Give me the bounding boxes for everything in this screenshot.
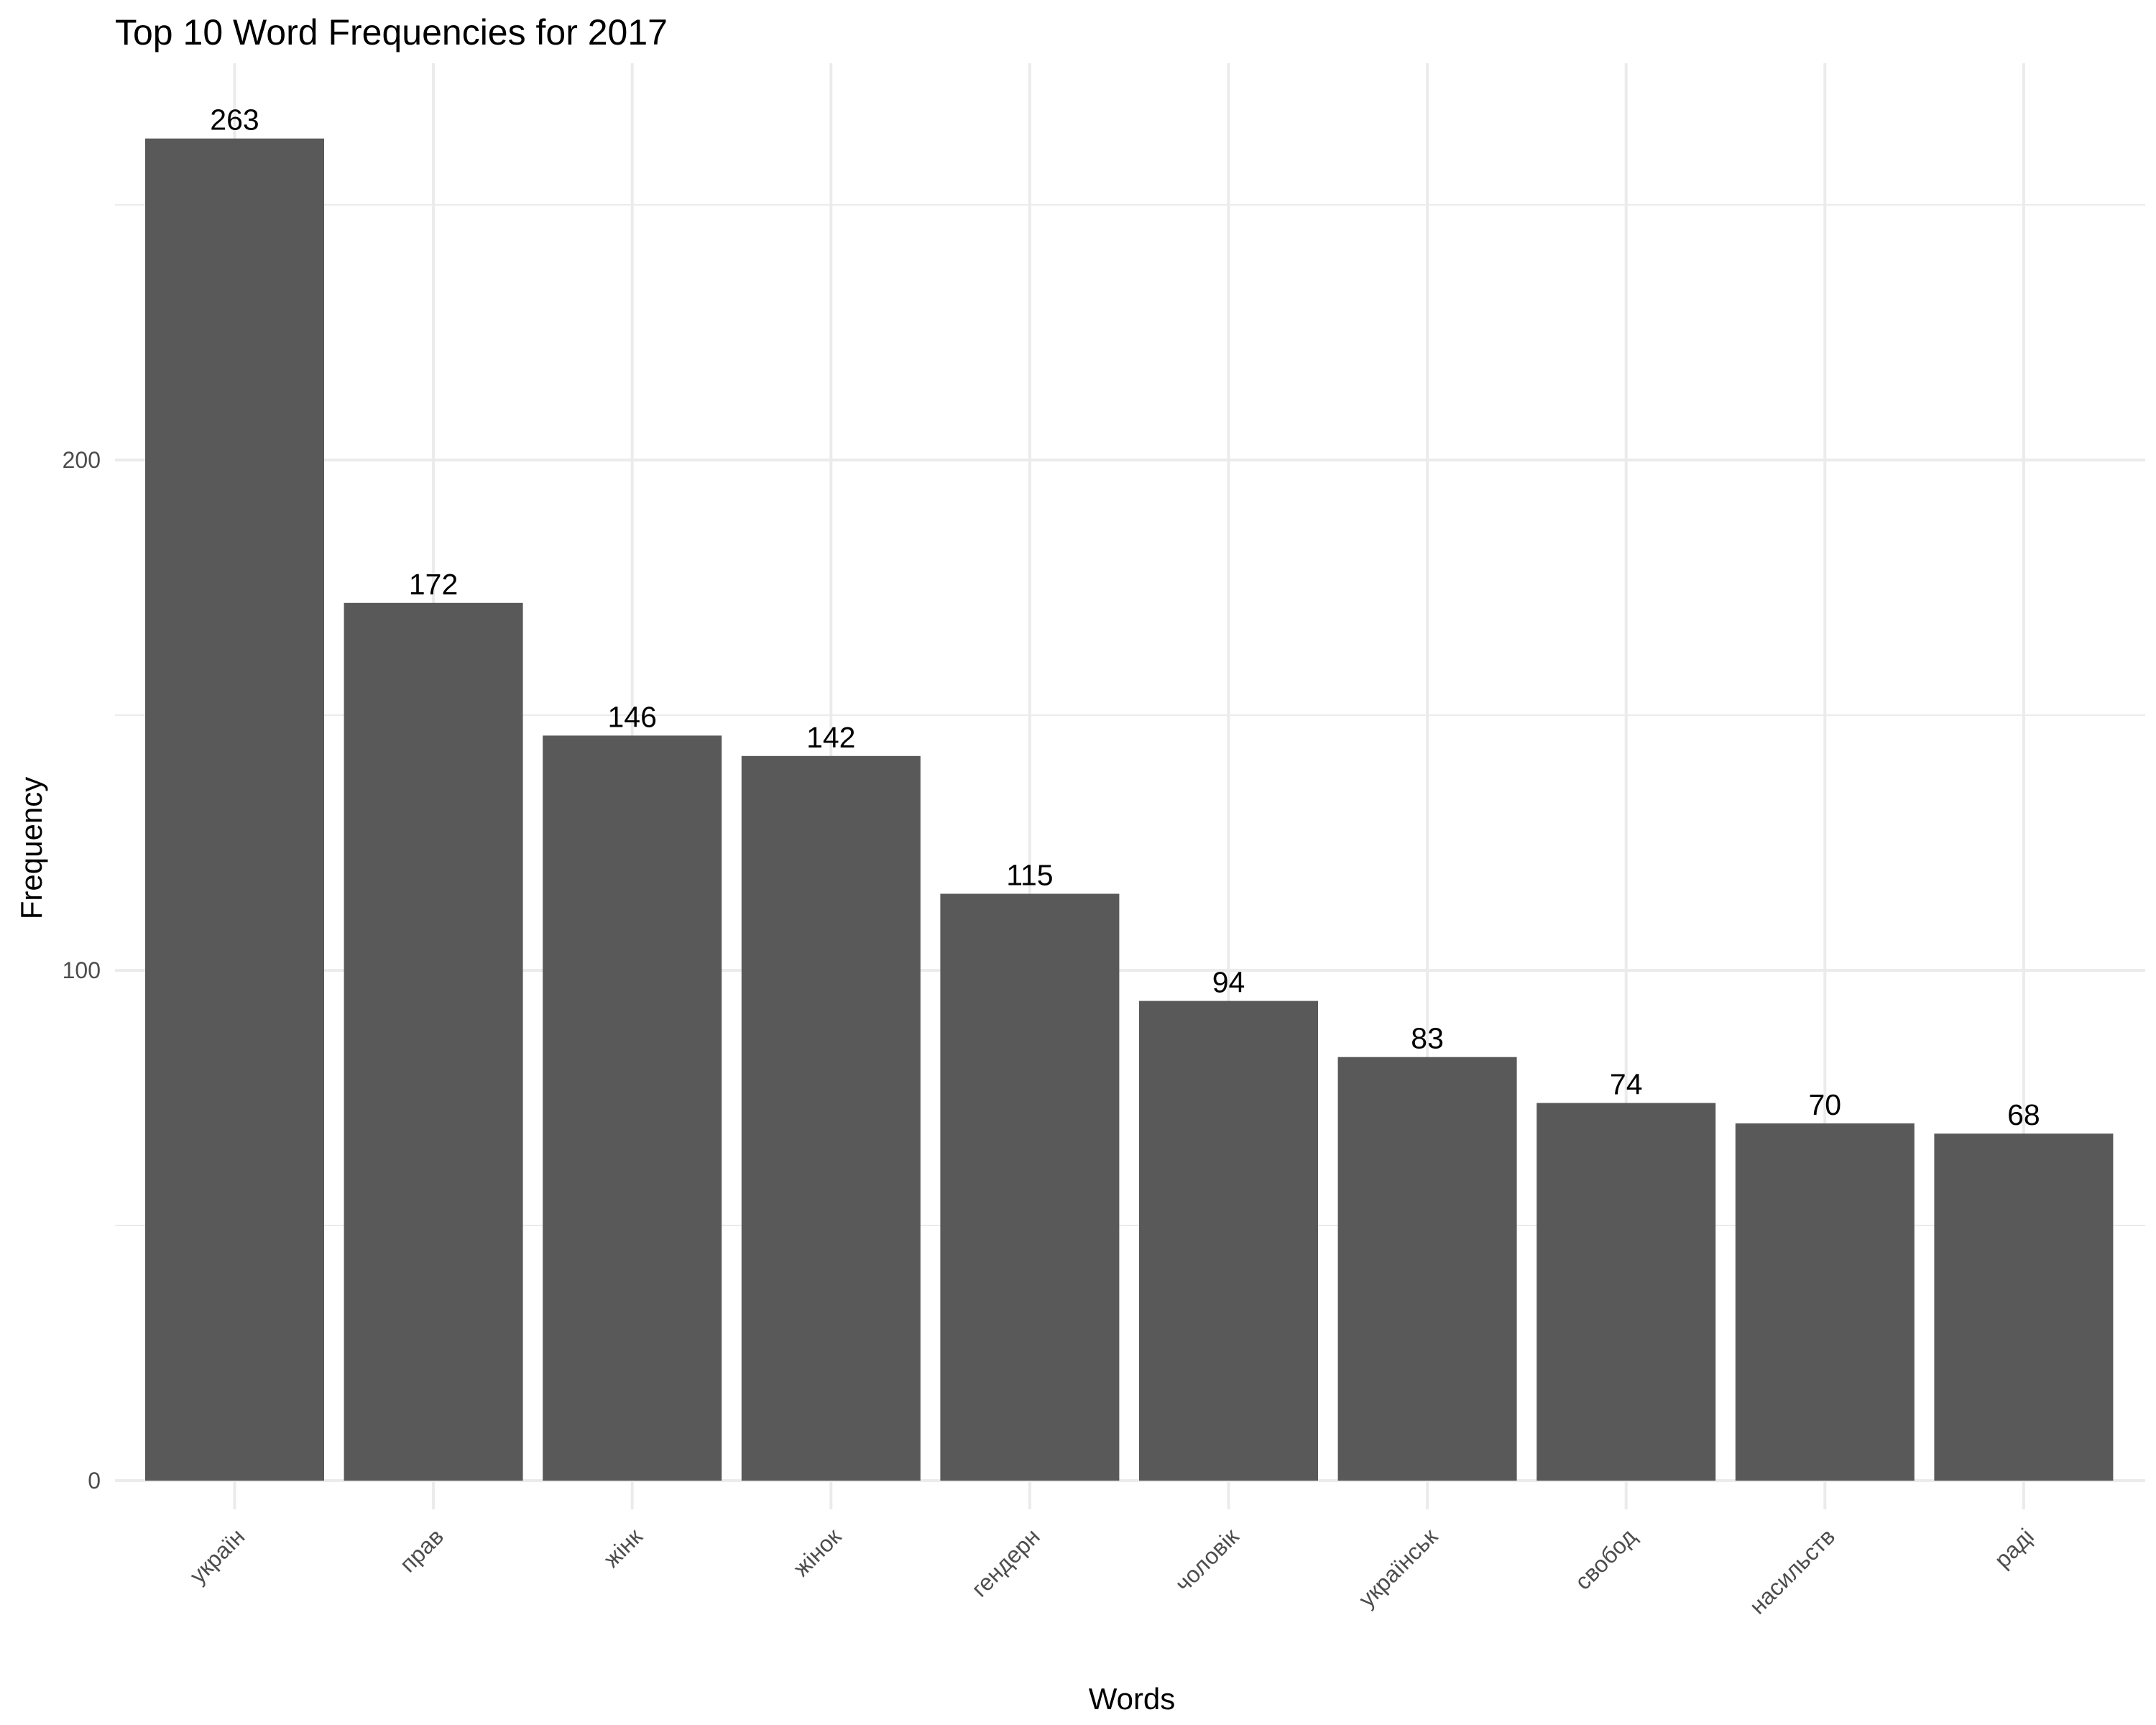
bar [543,735,722,1481]
value-label: 68 [2007,1098,2040,1131]
x-tick-label: українськ [1353,1523,1442,1612]
x-tick-label: насильств [1744,1523,1840,1619]
value-label: 142 [806,721,855,754]
bar [344,602,523,1481]
bar [1934,1133,2114,1481]
bar [1337,1057,1517,1481]
x-tick-label: чоловік [1170,1523,1244,1597]
value-label: 263 [210,104,259,137]
x-tick-label: гендерн [967,1523,1045,1601]
x-tick-label: україн [185,1523,250,1588]
bar [741,755,921,1481]
value-labels: 263 172 146 142 115 94 83 74 70 68 [210,104,2040,1131]
x-tick-label: жінк [599,1523,648,1573]
y-tick-label: 0 [88,1468,101,1494]
bars [145,138,2114,1481]
value-label: 94 [1212,966,1245,999]
bar [1139,1000,1318,1481]
value-label: 83 [1411,1022,1444,1055]
x-tick-label: прав [395,1523,448,1577]
bar [940,893,1120,1481]
x-tick-label: раді [1989,1523,2039,1573]
value-label: 70 [1808,1088,1841,1121]
y-tick-label: 200 [63,447,101,473]
bar [1537,1103,1716,1481]
x-tick-label: свобод [1570,1523,1641,1595]
value-label: 74 [1610,1068,1643,1101]
value-label: 146 [607,700,656,733]
chart-title: Top 10 Word Frequencies for 2017 [115,12,668,52]
x-axis-title: Words [1089,1682,1176,1716]
value-label: 115 [1006,859,1053,892]
y-axis-title: Frequency [14,777,48,919]
x-tick-label: жінок [788,1523,847,1581]
x-axis-ticks: україн прав жінк жінок гендерн чоловік українс… [185,1523,2039,1619]
bar [145,138,324,1481]
y-tick-label: 100 [63,957,101,983]
value-label: 172 [409,568,458,601]
bar [1735,1123,1915,1481]
y-axis-ticks: 0 100 200 [63,447,101,1494]
